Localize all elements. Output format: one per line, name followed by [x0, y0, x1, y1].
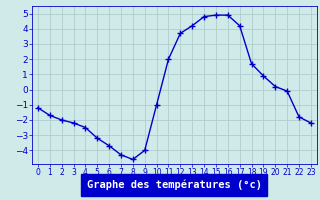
X-axis label: Graphe des températures (°c): Graphe des températures (°c): [87, 180, 262, 190]
